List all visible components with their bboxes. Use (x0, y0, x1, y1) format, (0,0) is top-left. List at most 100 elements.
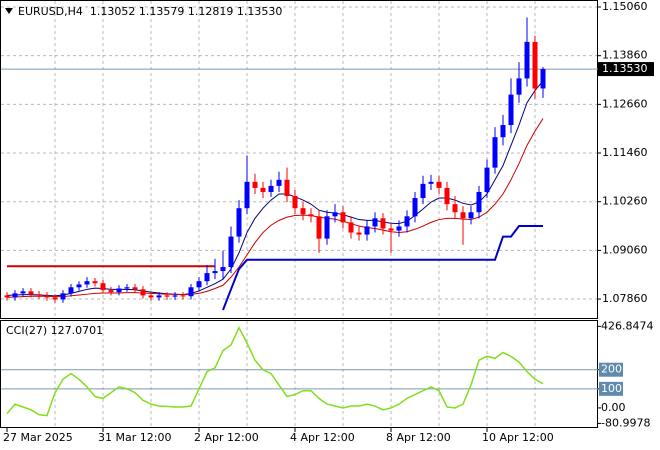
candle-body (228, 236, 234, 268)
candle-body (84, 281, 90, 285)
candle-body (452, 204, 458, 213)
candle-body (460, 212, 466, 219)
y-tick-label: 1.11460 (602, 146, 648, 159)
y-tick-label: 200 (601, 363, 622, 376)
candle-body (284, 179, 290, 197)
indicator-title: CCI(27) 127.0701 (6, 324, 103, 337)
candle-body (380, 218, 386, 229)
y-tick-label: 426.8474 (601, 319, 654, 332)
candle-body (132, 287, 138, 290)
x-tick-label: 31 Mar 12:00 (98, 431, 171, 444)
candle-body (148, 295, 154, 298)
cci-line (6, 325, 544, 417)
candle-body (500, 125, 506, 138)
candle-body (476, 191, 482, 213)
candle-body (196, 281, 202, 288)
candle-body (156, 295, 162, 298)
candle-body (396, 226, 402, 231)
candle-body (44, 295, 50, 298)
candle-body (308, 214, 314, 217)
candle-body (348, 222, 354, 233)
candle-body (124, 287, 130, 289)
level-label-box (599, 381, 623, 396)
y-tick-label: -80.9978 (601, 416, 650, 429)
x-tick-label: 2 Apr 12:00 (194, 431, 259, 444)
candle-body (36, 294, 42, 296)
candle-body (540, 69, 546, 89)
candle-body (420, 183, 426, 199)
level-label-box (599, 362, 623, 377)
candle-body (364, 226, 370, 235)
candle-body (516, 78, 522, 95)
candle-body (268, 185, 274, 192)
candle-body (12, 293, 18, 298)
candle-body (100, 283, 106, 291)
candle-body (292, 196, 298, 209)
candle-body (28, 291, 34, 295)
current-price-label: 1.13530 (602, 62, 648, 75)
candle-body (340, 212, 346, 223)
candle-body (532, 41, 538, 89)
candle-body (76, 284, 82, 288)
candle-body (484, 167, 490, 192)
indicator-line (6, 80, 544, 297)
candle-body (68, 287, 74, 294)
candle-body (92, 281, 98, 284)
menu-arrow (5, 8, 13, 14)
candle-body (140, 289, 146, 296)
candle-body (20, 291, 26, 294)
candle-body (108, 290, 114, 293)
candle-body (508, 94, 514, 126)
candle-body (444, 187, 450, 205)
y-tick-label: 1.13860 (602, 49, 648, 62)
y-tick-label: 0.00 (601, 401, 626, 414)
candle-body (164, 295, 170, 297)
candle-body (428, 181, 434, 184)
candle-body (116, 288, 122, 293)
x-tick-label: 10 Apr 12:00 (482, 431, 554, 444)
candle-body (300, 208, 306, 215)
y-tick-label: 1.15060 (602, 0, 648, 13)
candle-body (276, 179, 282, 186)
y-tick-label: 100 (601, 382, 622, 395)
candle-body (52, 297, 58, 300)
candle-body (252, 181, 258, 188)
candle-body (404, 216, 410, 227)
x-tick-label: 4 Apr 12:00 (290, 431, 355, 444)
indicator-line (6, 118, 544, 298)
current-price-box (598, 62, 654, 77)
y-tick-label: 1.09060 (602, 243, 648, 256)
candle-body (492, 137, 498, 168)
main-panel-frame (0, 0, 598, 319)
candle-body (316, 216, 322, 239)
candle-body (260, 187, 266, 192)
candle-body (468, 212, 474, 219)
candle-body (220, 267, 226, 272)
candle-body (236, 208, 242, 237)
y-tick-label: 1.12660 (602, 97, 648, 110)
candle-body (436, 181, 442, 188)
candle-body (60, 293, 66, 300)
candle-body (332, 212, 338, 217)
x-tick-label: 8 Apr 12:00 (386, 431, 451, 444)
x-tick-label: 27 Mar 2025 (3, 431, 73, 444)
candle-body (388, 228, 394, 231)
candle-body (172, 295, 178, 297)
chart-title: EURUSD,H4 1.13052 1.13579 1.12819 1.1353… (18, 5, 282, 18)
candle-body (180, 295, 186, 297)
candle-body (412, 198, 418, 217)
candle-body (524, 41, 530, 79)
candle-body (188, 287, 194, 297)
y-tick-label: 1.10260 (602, 195, 648, 208)
candle-body (356, 232, 362, 235)
cci-panel-frame (0, 320, 598, 428)
candle-body (244, 181, 250, 209)
y-tick-label: 1.07860 (602, 292, 648, 305)
candle-body (212, 271, 218, 274)
indicator-line (222, 225, 543, 311)
candle-body (4, 295, 10, 298)
candle-body (324, 216, 330, 239)
candle-body (204, 273, 210, 282)
